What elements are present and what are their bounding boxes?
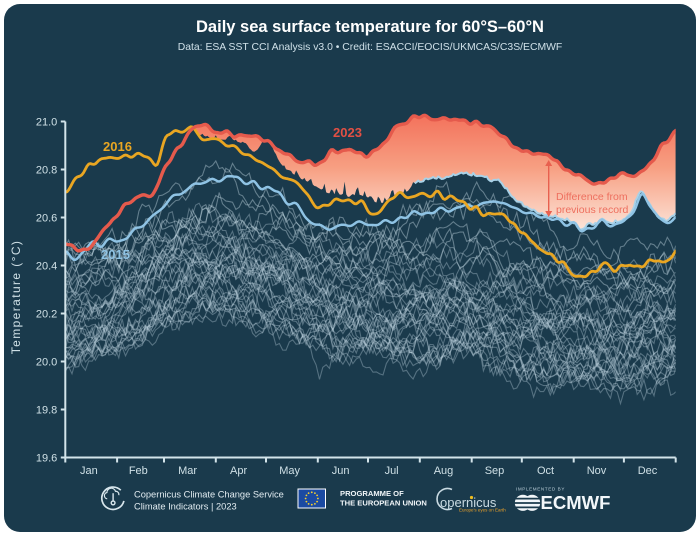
- svg-text:20.0: 20.0: [36, 356, 57, 368]
- svg-text:20.8: 20.8: [36, 164, 57, 176]
- svg-text:Daily sea surface temperature: Daily sea surface temperature for 60°S–6…: [196, 18, 544, 36]
- svg-text:Jul: Jul: [385, 465, 399, 477]
- svg-text:21.0: 21.0: [36, 116, 57, 128]
- svg-text:Data: ESA SST CCI Analysis v3.: Data: ESA SST CCI Analysis v3.0 • Credit…: [178, 42, 563, 53]
- svg-text:Difference from: Difference from: [556, 191, 628, 203]
- svg-text:Aug: Aug: [434, 465, 454, 477]
- svg-text:Nov: Nov: [587, 465, 607, 477]
- svg-text:Sep: Sep: [485, 465, 505, 477]
- svg-text:Dec: Dec: [638, 465, 658, 477]
- svg-text:20.2: 20.2: [36, 308, 57, 320]
- svg-text:IMPLEMENTED BY: IMPLEMENTED BY: [516, 487, 565, 492]
- svg-text:20.4: 20.4: [36, 260, 57, 272]
- svg-text:Oct: Oct: [537, 465, 554, 477]
- svg-text:May: May: [279, 465, 300, 477]
- svg-text:19.8: 19.8: [36, 404, 57, 416]
- svg-text:Jun: Jun: [332, 465, 350, 477]
- svg-text:Europe’s eyes on Earth: Europe’s eyes on Earth: [459, 508, 506, 513]
- svg-text:previous record: previous record: [556, 204, 629, 216]
- svg-text:Temperature (°C): Temperature (°C): [9, 240, 23, 355]
- svg-text:19.6: 19.6: [36, 452, 57, 464]
- svg-text:opernicus: opernicus: [440, 495, 497, 510]
- svg-text:Copernicus Climate Change Serv: Copernicus Climate Change Service: [134, 490, 284, 500]
- svg-text:Feb: Feb: [129, 465, 148, 477]
- svg-text:ECMWF: ECMWF: [541, 492, 611, 513]
- svg-text:20.6: 20.6: [36, 212, 57, 224]
- svg-text:PROGRAMME OF: PROGRAMME OF: [340, 489, 404, 498]
- svg-text:Mar: Mar: [178, 465, 197, 477]
- svg-text:2016: 2016: [103, 139, 132, 154]
- svg-text:Jan: Jan: [80, 465, 98, 477]
- svg-text:THE EUROPEAN UNION: THE EUROPEAN UNION: [340, 499, 427, 508]
- svg-text:Apr: Apr: [230, 465, 247, 477]
- svg-text:2023: 2023: [333, 125, 362, 140]
- svg-text:Climate Indicators | 2023: Climate Indicators | 2023: [134, 502, 237, 512]
- svg-text:2015: 2015: [101, 247, 130, 262]
